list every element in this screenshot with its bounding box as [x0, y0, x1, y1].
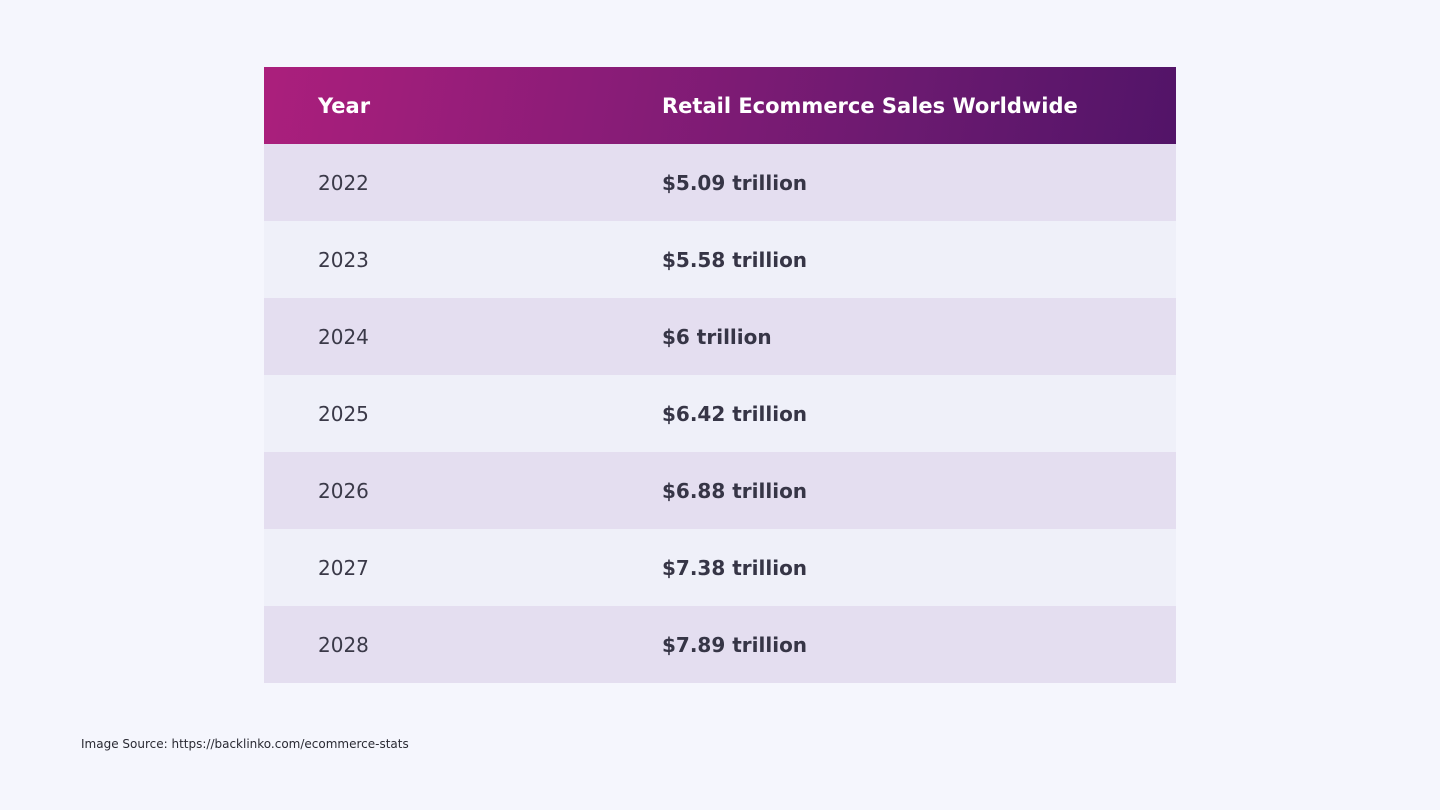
sales-cell: $7.38 trillion: [662, 555, 808, 580]
header-sales: Retail Ecommerce Sales Worldwide: [662, 93, 1078, 118]
year-cell: 2022: [318, 170, 369, 195]
table-header: Year Retail Ecommerce Sales Worldwide: [264, 67, 1176, 144]
sales-cell: $7.89 trillion: [662, 632, 808, 657]
sales-cell: $6.88 trillion: [662, 478, 808, 503]
header-year: Year: [318, 93, 371, 118]
image-source-caption: Image Source: https://backlinko.com/ecom…: [81, 737, 409, 751]
sales-table: Year Retail Ecommerce Sales Worldwide 20…: [264, 67, 1176, 683]
year-cell: 2025: [318, 401, 369, 426]
table-row: 2025 $6.42 trillion: [264, 375, 1176, 452]
table-row: 2023 $5.58 trillion: [264, 221, 1176, 298]
sales-cell: $5.09 trillion: [662, 170, 808, 195]
year-cell: 2028: [318, 632, 369, 657]
year-cell: 2027: [318, 555, 369, 580]
sales-cell: $6.42 trillion: [662, 401, 808, 426]
sales-cell: $5.58 trillion: [662, 247, 808, 272]
table-row: 2027 $7.38 trillion: [264, 529, 1176, 606]
table-row: 2022 $5.09 trillion: [264, 144, 1176, 221]
table-row: 2026 $6.88 trillion: [264, 452, 1176, 529]
table-row: 2028 $7.89 trillion: [264, 606, 1176, 683]
table-row: 2024 $6 trillion: [264, 298, 1176, 375]
sales-cell: $6 trillion: [662, 324, 772, 349]
year-cell: 2023: [318, 247, 369, 272]
year-cell: 2026: [318, 478, 369, 503]
year-cell: 2024: [318, 324, 369, 349]
